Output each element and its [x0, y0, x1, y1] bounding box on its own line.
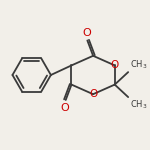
Text: CH$_3$: CH$_3$ [130, 98, 148, 111]
Text: O: O [60, 103, 69, 113]
Text: CH$_3$: CH$_3$ [130, 59, 148, 71]
Text: O: O [82, 28, 91, 38]
Text: O: O [111, 60, 119, 70]
Text: O: O [89, 89, 97, 99]
